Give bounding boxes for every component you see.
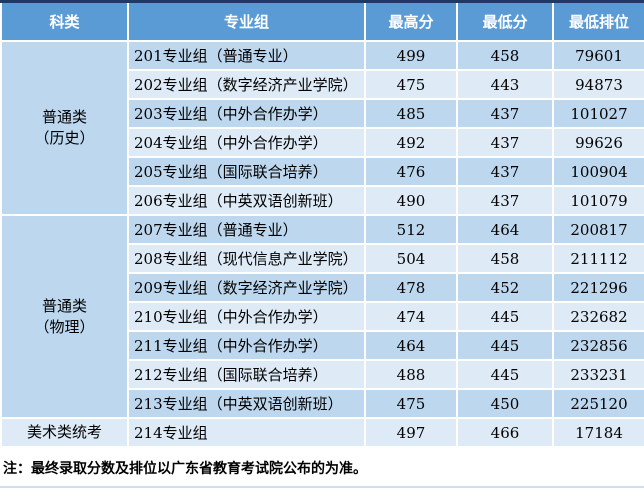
- min-score-cell: 437: [456, 156, 554, 187]
- max-score-cell: 490: [364, 185, 458, 216]
- header-max-score: 最高分: [364, 3, 458, 42]
- min-score-cell: 458: [456, 40, 554, 71]
- table-row: 213专业组（中英双语创新班） 475 450 225120: [1, 388, 644, 419]
- header-category: 科类: [0, 3, 129, 42]
- max-score-cell: 474: [364, 301, 458, 332]
- max-score-cell: 475: [364, 388, 458, 419]
- max-score-cell: 492: [364, 127, 458, 158]
- min-rank-cell: 200817: [552, 214, 644, 245]
- max-score-cell: 476: [364, 156, 458, 187]
- min-score-cell: 445: [456, 301, 554, 332]
- group-cell: 209专业组（数字经济产业学院）: [127, 272, 366, 303]
- group-cell: 206专业组（中英双语创新班）: [127, 185, 366, 216]
- max-score-cell: 485: [364, 98, 458, 129]
- min-score-cell: 437: [456, 98, 554, 129]
- group-cell: 203专业组（中外合作办学）: [127, 98, 366, 129]
- max-score-cell: 499: [364, 40, 458, 71]
- group-cell: 208专业组（现代信息产业学院）: [127, 243, 366, 274]
- group-cell: 205专业组（国际联合培养）: [127, 156, 366, 187]
- max-score-cell: 512: [364, 214, 458, 245]
- admission-score-table: 科类 专业组 最高分 最低分 最低排位 普通类 （历史） 201专业组（普通专业…: [0, 3, 644, 448]
- table-row: 209专业组（数字经济产业学院） 478 452 221296: [1, 272, 644, 303]
- min-score-cell: 452: [456, 272, 554, 303]
- min-rank-cell: 101079: [552, 185, 644, 216]
- min-score-cell: 437: [456, 127, 554, 158]
- min-rank-cell: 232856: [552, 330, 644, 361]
- min-score-cell: 450: [456, 388, 554, 419]
- min-score-cell: 445: [456, 359, 554, 390]
- table-row: 212专业组（国际联合培养） 488 445 233231: [1, 359, 644, 390]
- min-rank-cell: 232682: [552, 301, 644, 332]
- min-score-cell: 466: [456, 417, 554, 448]
- max-score-cell: 464: [364, 330, 458, 361]
- table-row: 203专业组（中外合作办学） 485 437 101027: [1, 98, 644, 129]
- min-rank-cell: 99626: [552, 127, 644, 158]
- category-cell-art: 美术类统考: [0, 417, 129, 448]
- group-cell: 214专业组: [127, 417, 366, 448]
- max-score-cell: 478: [364, 272, 458, 303]
- min-rank-cell: 225120: [552, 388, 644, 419]
- table-row: 206专业组（中英双语创新班） 490 437 101079: [1, 185, 644, 216]
- min-score-cell: 464: [456, 214, 554, 245]
- table-row: 204专业组（中外合作办学） 492 437 99626: [1, 127, 644, 158]
- max-score-cell: 488: [364, 359, 458, 390]
- min-score-cell: 458: [456, 243, 554, 274]
- group-cell: 211专业组（中外合作办学）: [127, 330, 366, 361]
- min-score-cell: 437: [456, 185, 554, 216]
- group-cell: 210专业组（中外合作办学）: [127, 301, 366, 332]
- table-row: 美术类统考 214专业组 497 466 17184: [0, 417, 644, 448]
- max-score-cell: 475: [364, 69, 458, 100]
- header-row: 科类 专业组 最高分 最低分 最低排位: [0, 3, 644, 42]
- max-score-cell: 497: [364, 417, 458, 448]
- header-min-score: 最低分: [456, 3, 554, 42]
- group-cell: 212专业组（国际联合培养）: [127, 359, 366, 390]
- table-row: 205专业组（国际联合培养） 476 437 100904: [1, 156, 644, 187]
- table-row: 普通类 （历史） 201专业组（普通专业） 499 458 79601: [0, 40, 644, 216]
- min-rank-cell: 221296: [552, 272, 644, 303]
- header-group: 专业组: [127, 3, 366, 42]
- top-border-bar: [0, 0, 644, 3]
- min-score-cell: 445: [456, 330, 554, 361]
- footnote: 注：最终录取分数及排位以广东省教育考试院公布的为准。: [0, 449, 644, 488]
- category-cell-physics: 普通类 （物理）: [0, 214, 129, 419]
- table-row: 210专业组（中外合作办学） 474 445 232682: [1, 301, 644, 332]
- min-rank-cell: 233231: [552, 359, 644, 390]
- group-cell: 207专业组（普通专业）: [127, 214, 366, 245]
- min-score-cell: 443: [456, 69, 554, 100]
- min-rank-cell: 17184: [552, 417, 644, 448]
- table-row: 208专业组（现代信息产业学院） 504 458 211112: [1, 243, 644, 274]
- min-rank-cell: 211112: [552, 243, 644, 274]
- min-rank-cell: 79601: [552, 40, 644, 71]
- min-rank-cell: 94873: [552, 69, 644, 100]
- group-cell: 201专业组（普通专业）: [127, 40, 366, 71]
- header-min-rank: 最低排位: [552, 3, 644, 42]
- max-score-cell: 504: [364, 243, 458, 274]
- table-row: 211专业组（中外合作办学） 464 445 232856: [1, 330, 644, 361]
- min-rank-cell: 101027: [552, 98, 644, 129]
- category-cell-history: 普通类 （历史）: [0, 40, 129, 216]
- group-cell: 202专业组（数字经济产业学院）: [127, 69, 366, 100]
- min-rank-cell: 100904: [552, 156, 644, 187]
- group-cell: 204专业组（中外合作办学）: [127, 127, 366, 158]
- group-cell: 213专业组（中英双语创新班）: [127, 388, 366, 419]
- table-row: 普通类 （物理） 207专业组（普通专业） 512 464 200817: [0, 214, 644, 419]
- table-row: 202专业组（数字经济产业学院） 475 443 94873: [1, 69, 644, 100]
